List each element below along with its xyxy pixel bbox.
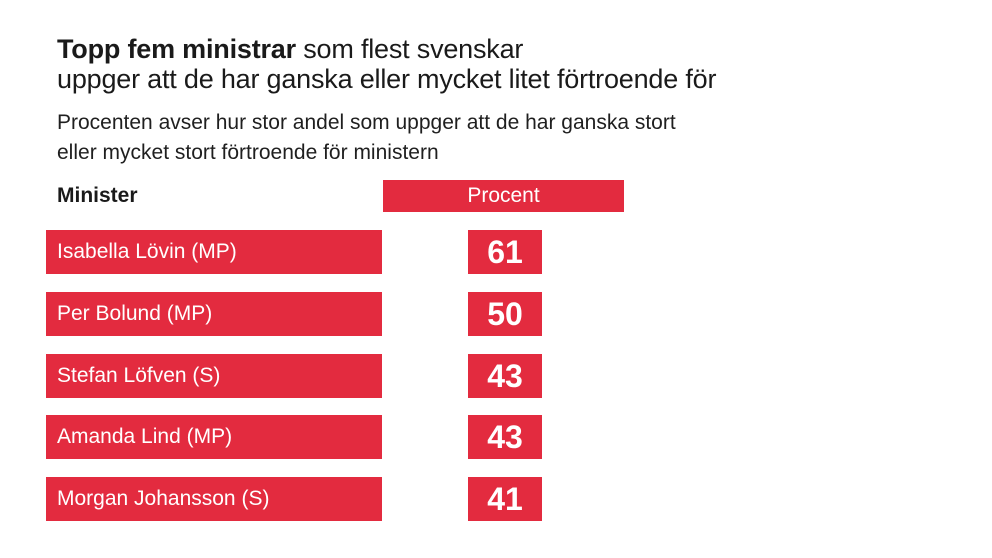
percent-value-cell: 43 [468,415,542,459]
chart-subtitle: Procenten avser hur stor andel som uppge… [57,108,837,168]
percent-value-cell: 50 [468,292,542,336]
column-header-minister: Minister [57,184,138,207]
minister-name-cell: Per Bolund (MP) [46,292,382,336]
subtitle-line2: eller mycket stort förtroende för minist… [57,141,439,164]
title-bold: Topp fem ministrar [57,34,296,64]
chart-title: Topp fem ministrar som flest svenskar up… [57,34,957,94]
subtitle-line1: Procenten avser hur stor andel som uppge… [57,111,676,134]
column-header-percent: Procent [383,180,624,212]
minister-name-cell: Isabella Lövin (MP) [46,230,382,274]
title-line2: uppger att de har ganska eller mycket li… [57,64,717,94]
percent-value-cell: 61 [468,230,542,274]
percent-value-cell: 41 [468,477,542,521]
percent-value-cell: 43 [468,354,542,398]
minister-name-cell: Amanda Lind (MP) [46,415,382,459]
title-rest: som flest svenskar [295,34,524,64]
minister-name-cell: Stefan Löfven (S) [46,354,382,398]
minister-name-cell: Morgan Johansson (S) [46,477,382,521]
